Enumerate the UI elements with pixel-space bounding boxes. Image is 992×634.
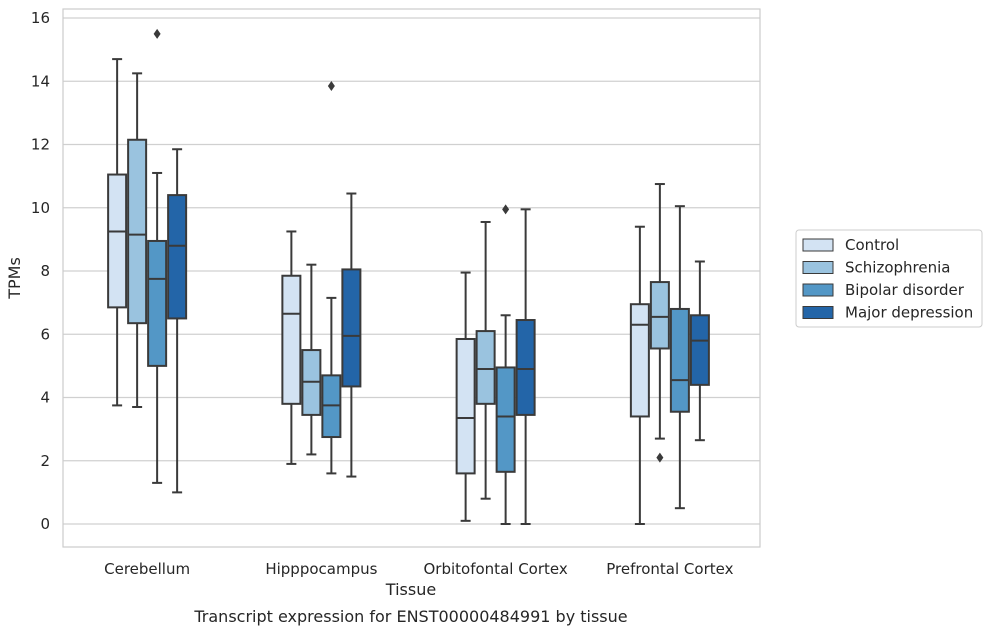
x-axis-title: Tissue <box>385 580 436 599</box>
y-tick-label: 10 <box>31 199 50 217</box>
outlier-point <box>327 80 335 91</box>
box-2-0 <box>147 28 168 484</box>
legend: Control Schizophrenia Bipolar disorder Majo… <box>795 229 983 328</box>
y-tick-label: 14 <box>31 72 50 90</box>
box-iqr <box>629 303 650 418</box>
box-iqr <box>689 314 710 386</box>
y-tick-label: 8 <box>40 262 50 280</box>
box-iqr <box>341 268 362 388</box>
box-1-0 <box>127 72 148 408</box>
outlier-point <box>153 28 161 39</box>
legend-swatch <box>802 261 834 274</box>
y-axis-ticks: 0 2 4 6 8 10 12 14 16 <box>31 9 50 533</box>
box-3-0 <box>167 148 188 494</box>
box-iqr <box>475 330 496 405</box>
legend-swatch <box>802 306 834 319</box>
box-2-1 <box>321 80 342 475</box>
box-0-3 <box>629 225 650 525</box>
box-0-0 <box>107 58 128 407</box>
legend-swatch <box>802 283 834 297</box>
y-tick-label: 6 <box>40 325 50 343</box>
box-iqr <box>167 194 188 320</box>
box-iqr <box>455 337 476 475</box>
x-axis-ticks: Cerebellum Hipppocampus Orbitofontal Corte… <box>104 560 733 578</box>
legend-frame <box>795 229 983 328</box>
box-iqr <box>495 366 516 473</box>
box-2-3 <box>669 205 690 510</box>
box-iqr <box>515 319 536 416</box>
box-1-1 <box>301 263 322 456</box>
x-tick-label: Hipppocampus <box>265 560 377 578</box>
x-tick-label: Prefrontal Cortex <box>606 560 733 578</box>
box-series <box>107 28 710 525</box>
y-tick-label: 12 <box>31 136 50 154</box>
x-tick-label: Cerebellum <box>104 560 190 578</box>
legend-label: Major depression <box>845 304 973 322</box>
gridlines <box>63 17 760 525</box>
legend-label: Bipolar disorder <box>845 281 965 299</box>
box-3-2 <box>515 208 536 525</box>
box-0-2 <box>455 271 476 522</box>
box-3-3 <box>689 260 710 442</box>
outlier-point <box>502 204 510 215</box>
box-iqr <box>669 307 690 413</box>
y-tick-label: 0 <box>40 515 50 533</box>
box-iqr <box>649 281 670 350</box>
legend-label: Schizophrenia <box>845 259 950 277</box>
plot-area-frame <box>62 8 761 548</box>
y-tick-label: 2 <box>40 452 50 470</box>
box-0-1 <box>281 230 302 465</box>
legend-label: Control <box>845 236 899 254</box>
y-tick-label: 16 <box>31 9 50 27</box>
box-2-2 <box>495 204 516 525</box>
y-axis-title: TPMs <box>5 257 24 300</box>
box-iqr <box>127 138 148 325</box>
box-iqr <box>107 173 128 309</box>
outlier-point <box>656 452 664 463</box>
box-iqr <box>147 239 168 367</box>
box-3-1 <box>341 192 362 478</box>
chart-caption: Transcript expression for ENST0000048499… <box>193 607 627 626</box>
box-iqr <box>281 274 302 405</box>
y-tick-label: 4 <box>40 389 50 407</box>
legend-swatch <box>802 238 834 252</box>
box-1-2 <box>475 220 496 500</box>
box-1-3 <box>649 183 670 463</box>
x-tick-label: Orbitofontal Cortex <box>424 560 568 578</box>
